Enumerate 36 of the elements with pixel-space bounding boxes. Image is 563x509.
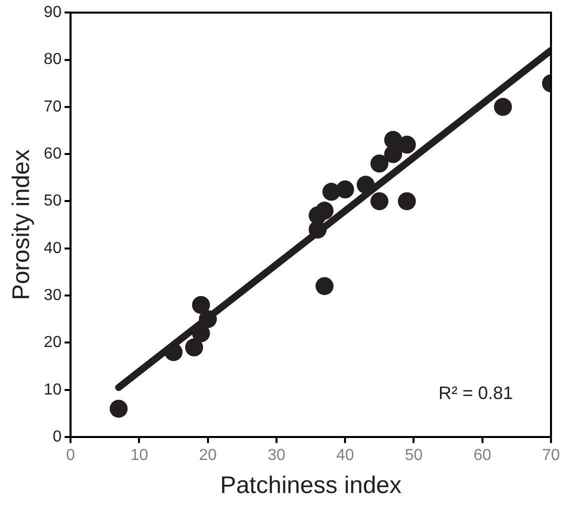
point xyxy=(494,98,512,116)
point xyxy=(110,400,128,418)
point xyxy=(384,145,402,164)
x-axis-title: Patchiness index xyxy=(220,472,402,500)
y-tick-label: 30 xyxy=(44,286,62,304)
point xyxy=(356,176,375,194)
y-axis-title: Porosity index xyxy=(8,149,36,300)
point xyxy=(370,192,388,210)
annotation: R² = 0.81 xyxy=(438,383,513,403)
x-tick-label: 10 xyxy=(130,447,148,464)
point xyxy=(336,180,354,198)
point xyxy=(164,343,183,362)
x-tick-label: 0 xyxy=(66,447,76,464)
y-tick-label: 40 xyxy=(44,240,62,257)
x-tick-label: 50 xyxy=(404,447,423,464)
x-tick-label: 30 xyxy=(268,447,286,464)
y-tick-label: 90 xyxy=(44,4,62,22)
y-tick-label: 0 xyxy=(52,428,62,446)
point xyxy=(398,136,416,154)
point xyxy=(192,296,210,314)
y-tick-label: 20 xyxy=(44,334,62,352)
point xyxy=(398,192,416,210)
x-tick-label: 60 xyxy=(473,447,492,464)
y-tick-label: 10 xyxy=(44,381,62,398)
y-tick-label: 60 xyxy=(44,145,62,162)
x-tick-label: 40 xyxy=(336,447,354,464)
x-tick-label: 70 xyxy=(542,447,560,464)
point xyxy=(316,277,334,296)
x-tick-label: 20 xyxy=(198,447,217,464)
y-tick-label: 80 xyxy=(44,51,62,68)
point xyxy=(370,154,388,172)
point xyxy=(185,338,204,356)
point xyxy=(316,202,334,220)
point xyxy=(198,310,217,328)
y-tick-label: 50 xyxy=(44,192,62,210)
y-tick-label: 70 xyxy=(44,98,62,116)
